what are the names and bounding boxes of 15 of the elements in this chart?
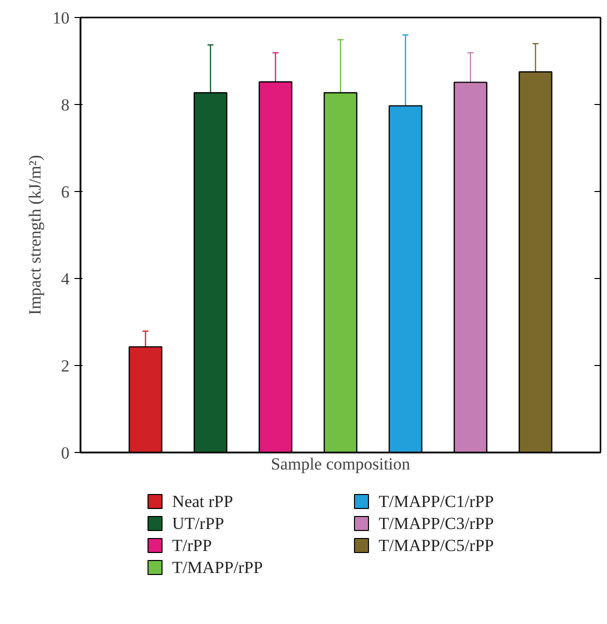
legend-label: T/rPP [172,536,212,555]
legend-label: T/MAPP/C3/rPP [378,514,494,533]
y-tick-label: 10 [52,8,70,28]
legend-label: UT/rPP [172,514,224,533]
y-tick-label: 0 [61,444,70,462]
legend-label: T/MAPP/C5/rPP [378,536,494,555]
legend-label: T/MAPP/C1/rPP [378,492,494,511]
x-axis-title: Sample composition [270,454,411,474]
y-axis-title: Impact strength (kJ/m²) [26,155,44,315]
y-tick-label: 8 [61,96,70,114]
y-tick-label: 2 [61,356,70,376]
legend-label: T/MAPP/rPP [172,558,263,577]
y-tick-label: 4 [61,270,70,288]
legend-label: Neat rPP [172,492,234,511]
y-tick-label: 6 [61,182,70,202]
